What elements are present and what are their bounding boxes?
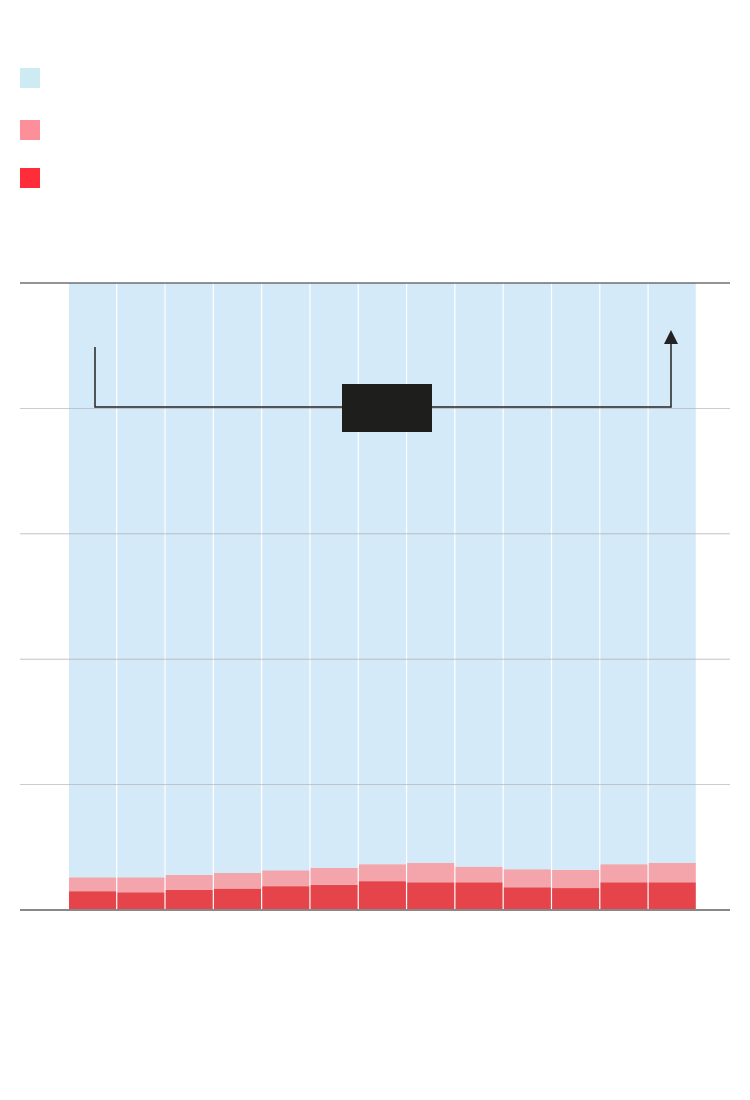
bar-segment-2 [455, 866, 503, 883]
bar-segment-2 [407, 862, 455, 883]
bar-segment-2 [69, 877, 117, 892]
bar-segment-1 [503, 887, 551, 910]
bar-segment-3 [213, 283, 262, 874]
bar-segment-1 [358, 881, 406, 910]
bar-segment-1 [648, 882, 696, 910]
bar-segment-2 [213, 873, 262, 889]
bar-segment-2 [165, 874, 213, 890]
bar-segment-1 [600, 882, 648, 910]
bar-segment-3 [69, 283, 117, 878]
bar-segment-1 [117, 892, 165, 910]
bar-segment-2 [262, 870, 310, 887]
bar-segment-3 [262, 283, 310, 871]
bar-segment-3 [455, 283, 503, 867]
arrow-up-icon [664, 330, 678, 344]
bar-segment-3 [358, 283, 406, 865]
bar-segment-1 [455, 882, 503, 910]
legend-swatch-series-2 [20, 120, 40, 140]
bar-segment-3 [165, 283, 213, 875]
bar-segment-2 [310, 867, 358, 885]
bar-segment-2 [503, 869, 551, 888]
bar-segment-3 [407, 283, 455, 863]
bar-segment-3 [310, 283, 358, 868]
bar-segment-1 [310, 884, 358, 910]
bar-segment-3 [552, 283, 600, 870]
legend-swatch-series-1 [20, 168, 40, 188]
bar-segment-2 [648, 862, 696, 883]
annotation-label-box [342, 384, 432, 432]
bar-segment-1 [407, 882, 455, 910]
bar-segment-2 [552, 869, 600, 889]
bar-segment-3 [117, 283, 165, 878]
legend-swatch-series-3 [20, 68, 40, 88]
bar-segment-3 [648, 283, 696, 863]
bar-segment-1 [69, 891, 117, 910]
bar-segment-3 [600, 283, 648, 865]
bar-segment-1 [213, 888, 262, 910]
bar-segment-1 [165, 889, 213, 910]
bar-segment-3 [503, 283, 551, 870]
bar-segment-1 [552, 888, 600, 910]
bar-segment-2 [117, 877, 165, 893]
bar-segment-2 [358, 864, 406, 882]
bar-segment-1 [262, 886, 310, 910]
bar-segment-2 [600, 864, 648, 883]
